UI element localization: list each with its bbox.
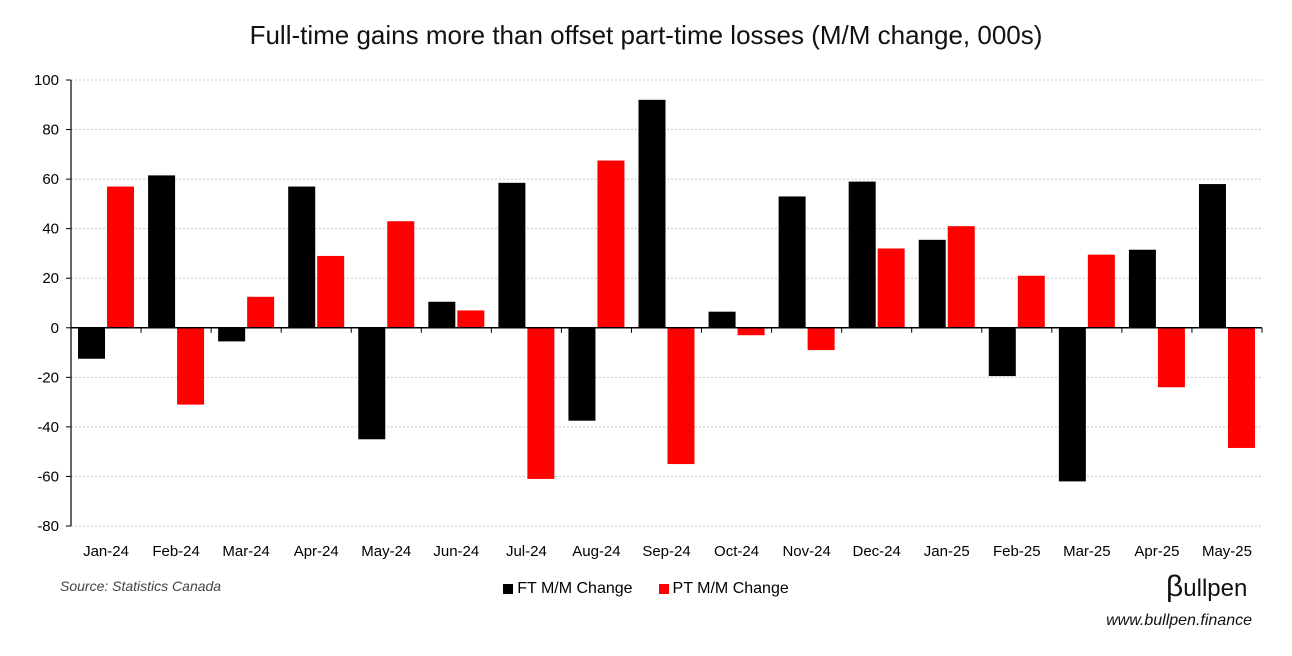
pt-bar-apr-24 — [317, 255, 345, 328]
pt-bar-feb-24 — [177, 327, 205, 405]
pt-bar-may-24 — [387, 221, 415, 328]
y-tick-label: 40 — [42, 221, 59, 238]
x-tick-label: Sep-24 — [642, 543, 690, 560]
brand-website: www.bullpen.finance — [1106, 612, 1252, 629]
pt-bar-jan-24 — [107, 186, 135, 328]
ft-bar-may-24 — [358, 327, 386, 440]
y-tick-label: 20 — [42, 270, 59, 287]
legend-item-pt: PT M/M Change — [658, 580, 789, 598]
x-tick-label: Aug-24 — [572, 543, 620, 560]
ft-bar-dec-24 — [848, 181, 876, 328]
x-tick-label: May-25 — [1202, 543, 1252, 560]
pt-bar-dec-24 — [877, 248, 905, 328]
x-tick-label: Mar-24 — [222, 543, 270, 560]
pt-bar-jun-24 — [457, 310, 485, 328]
ft-bar-oct-24 — [708, 311, 736, 328]
brand-name: ullpen — [1183, 575, 1248, 602]
axes — [70, 80, 1263, 526]
ft-bar-jan-25 — [918, 239, 946, 328]
legend-swatch-ft — [503, 584, 514, 594]
x-tick-label: Nov-24 — [782, 543, 830, 560]
x-tick-label: Mar-25 — [1063, 543, 1111, 560]
pt-bar-may-25 — [1227, 327, 1255, 448]
ft-bar-aug-24 — [568, 327, 596, 421]
pt-bar-mar-24 — [247, 296, 275, 328]
ft-bar-jul-24 — [498, 182, 526, 328]
ft-bar-apr-25 — [1128, 249, 1156, 328]
pt-bar-nov-24 — [807, 327, 835, 351]
ft-bar-may-25 — [1198, 184, 1226, 328]
x-tick-label: Feb-24 — [152, 543, 200, 560]
pt-bar-aug-24 — [597, 160, 625, 328]
y-tick-label: -40 — [37, 419, 59, 436]
ft-bar-sep-24 — [638, 99, 666, 328]
brand-beta-symbol: β — [1166, 570, 1184, 603]
pt-bar-oct-24 — [737, 327, 765, 336]
x-tick-label: Jun-24 — [433, 543, 479, 560]
x-tick-label: Apr-24 — [294, 543, 339, 560]
pt-bar-sep-24 — [667, 327, 695, 465]
x-tick-label: Jan-25 — [924, 543, 970, 560]
ft-bar-mar-25 — [1058, 327, 1086, 482]
ft-bar-feb-25 — [988, 327, 1016, 377]
pt-bar-feb-25 — [1017, 275, 1045, 328]
x-tick-label: Jul-24 — [506, 543, 547, 560]
source-note: Source: Statistics Canada — [60, 578, 222, 594]
legend: FT M/M Change PT M/M Change — [0, 580, 1292, 598]
x-tick-label: Dec-24 — [852, 543, 900, 560]
legend-label-ft: FT M/M Change — [517, 580, 633, 597]
y-tick-label: -60 — [37, 468, 59, 485]
chart-title: Full-time gains more than offset part-ti… — [249, 20, 1043, 50]
ft-bar-mar-24 — [218, 327, 246, 342]
y-tick-label: -80 — [37, 518, 59, 535]
bars — [78, 99, 1255, 482]
legend-swatch-pt — [658, 584, 669, 594]
ft-bar-jun-24 — [428, 301, 456, 328]
brand-logo: βullpen — [1166, 570, 1247, 604]
pt-bar-jan-25 — [947, 226, 975, 328]
y-tick-label: 100 — [34, 72, 59, 89]
ft-bar-apr-24 — [288, 186, 316, 328]
y-tick-label: 80 — [42, 122, 59, 139]
pt-bar-jul-24 — [527, 327, 555, 479]
y-tick-label: 60 — [42, 171, 59, 188]
x-tick-label: Apr-25 — [1134, 543, 1179, 560]
legend-item-ft: FT M/M Change — [503, 580, 633, 598]
y-tick-labels: 100 80 60 40 20 0 -20 -40 -60 -80 — [34, 72, 59, 535]
x-tick-labels: Jan-24 Feb-24 Mar-24 Apr-24 May-24 Jun-24 Jul-… — [83, 543, 1252, 560]
ft-bar-feb-24 — [148, 175, 176, 328]
x-tick-label: Feb-25 — [993, 543, 1041, 560]
legend-label-pt: PT M/M Change — [672, 580, 789, 597]
pt-bar-mar-25 — [1087, 254, 1115, 328]
ft-bar-jan-24 — [78, 327, 106, 359]
y-tick-label: 0 — [51, 320, 59, 337]
pt-bar-apr-25 — [1157, 327, 1185, 388]
x-tick-label: Oct-24 — [714, 543, 759, 560]
x-tick-label: Jan-24 — [83, 543, 129, 560]
x-tick-label: May-24 — [361, 543, 411, 560]
ft-bar-nov-24 — [778, 196, 806, 328]
y-tick-label: -20 — [37, 369, 59, 386]
